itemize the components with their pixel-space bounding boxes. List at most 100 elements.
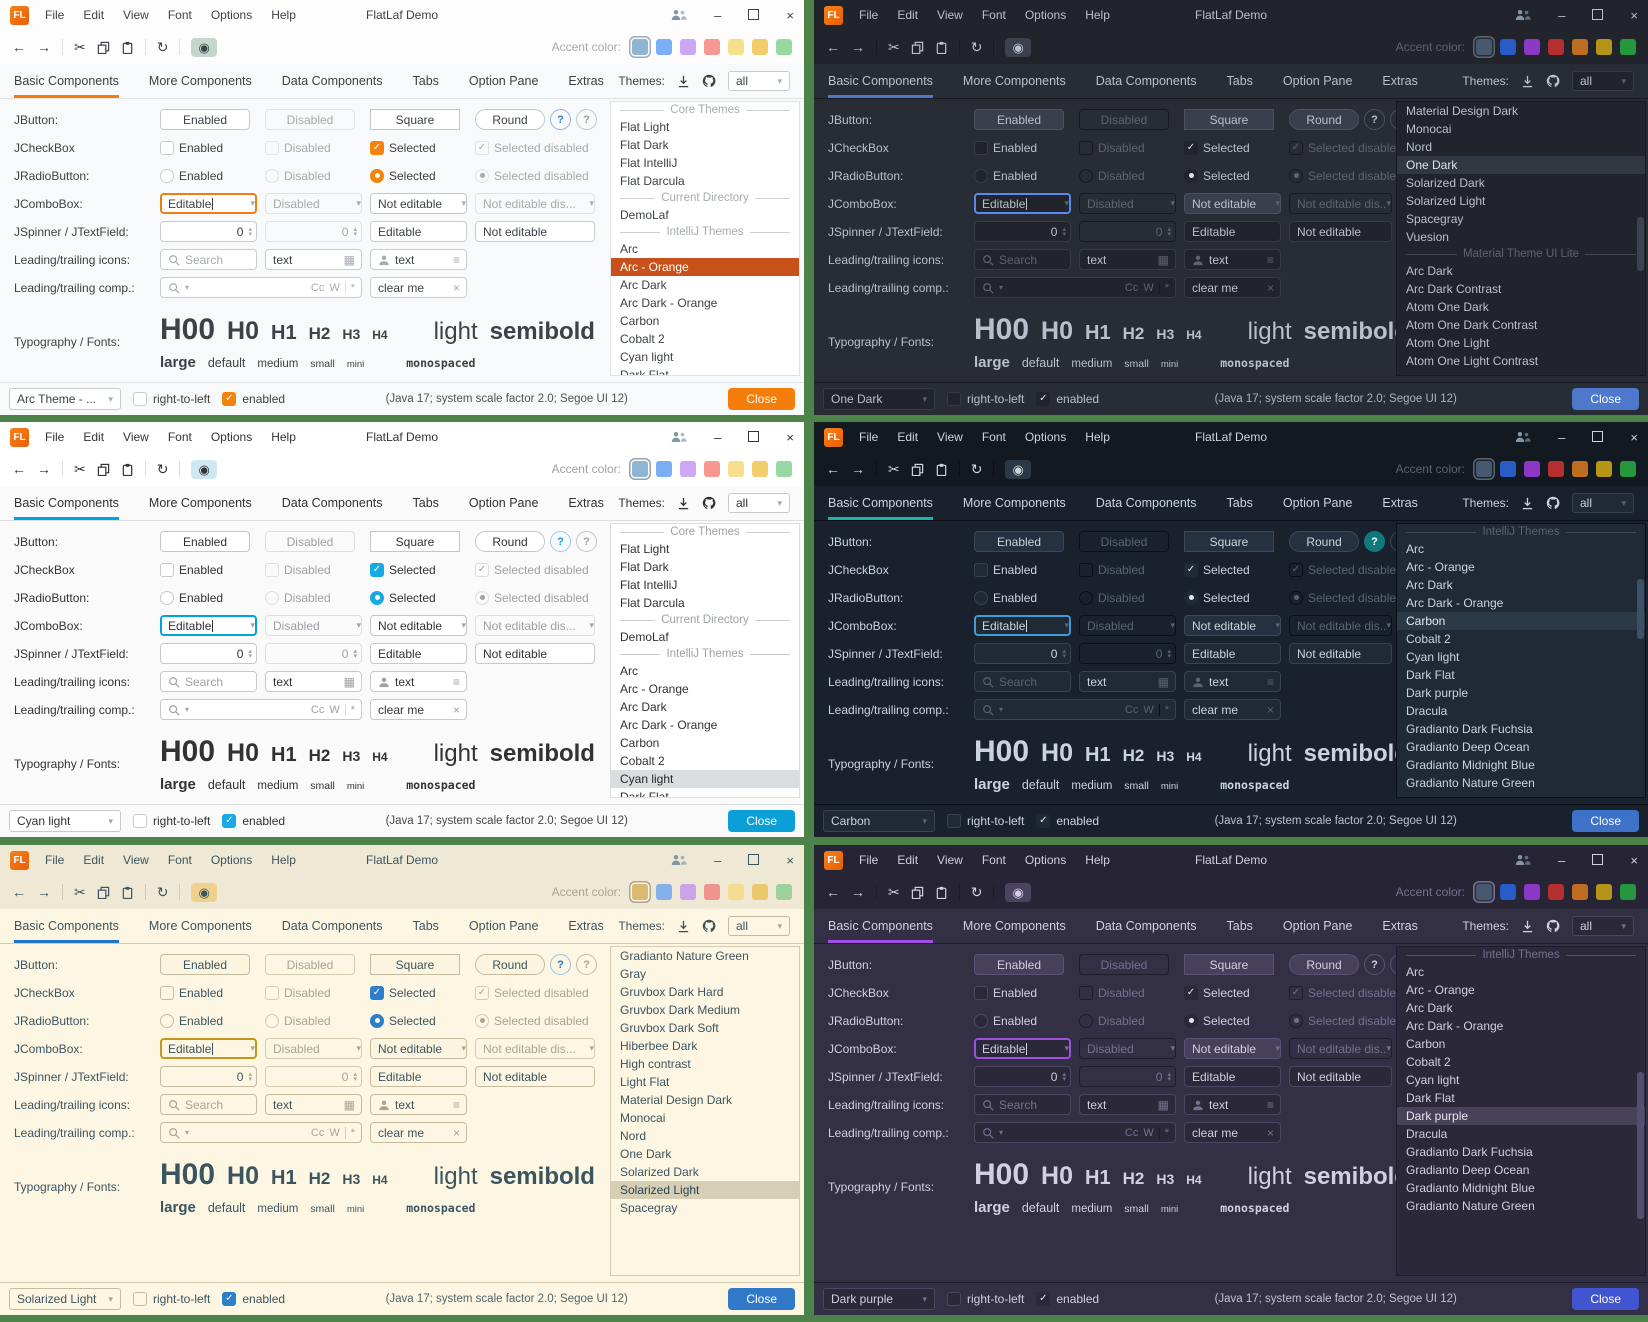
tab-basic-components[interactable]: Basic Components — [828, 909, 933, 943]
eye-toggle-icon[interactable]: ◉ — [191, 37, 217, 57]
theme-list-item[interactable]: Arc Dark — [1406, 578, 1453, 592]
accent-swatch[interactable] — [704, 884, 720, 900]
calendar-icon[interactable]: ▦ — [343, 674, 355, 689]
accent-swatch[interactable] — [1476, 461, 1492, 477]
minimize-button[interactable]: – — [1558, 429, 1566, 445]
download-icon[interactable] — [1521, 920, 1534, 933]
accent-swatch[interactable] — [1548, 461, 1564, 477]
menu-item-font[interactable]: Font — [981, 430, 1006, 444]
theme-list-item[interactable]: Arc Dark - Orange — [1406, 596, 1504, 610]
theme-list-item[interactable]: Nord — [620, 1129, 647, 1143]
minimize-button[interactable]: – — [714, 429, 722, 445]
match-case-toggle[interactable]: Cc — [1124, 281, 1139, 294]
accent-swatch[interactable] — [1596, 39, 1612, 55]
date-input[interactable]: text ▦ — [1079, 249, 1176, 270]
tab-extras[interactable]: Extras — [568, 919, 604, 933]
radio-selected[interactable] — [370, 1013, 384, 1028]
theme-list-item[interactable]: Gray — [620, 967, 647, 981]
match-case-toggle[interactable]: Cc — [310, 1126, 325, 1139]
github-icon[interactable] — [702, 919, 716, 933]
clear-icon[interactable]: × — [1266, 702, 1274, 717]
menu-item-edit[interactable]: Edit — [83, 8, 105, 22]
close-button[interactable]: Close — [1572, 1288, 1639, 1310]
theme-list-item[interactable]: Arc — [1406, 965, 1424, 979]
whole-words-toggle[interactable]: W — [1143, 1126, 1154, 1139]
menu-item-font[interactable]: Font — [167, 430, 192, 444]
theme-list-item[interactable]: Gradianto Deep Ocean — [1406, 740, 1530, 754]
theme-select[interactable]: One Dark ▾ — [823, 388, 935, 410]
minimize-button[interactable]: – — [1558, 7, 1566, 23]
right-to-left-checkbox[interactable] — [947, 392, 961, 406]
theme-list-item[interactable]: Arc Dark — [620, 700, 667, 714]
clear-me-input[interactable]: clear me × — [370, 1122, 467, 1143]
close-window-button[interactable]: × — [1630, 7, 1638, 23]
clear-me-input[interactable]: clear me × — [370, 277, 467, 298]
accent-swatch[interactable] — [1572, 461, 1588, 477]
download-icon[interactable] — [677, 497, 690, 510]
user-input[interactable]: text ≡ — [1184, 1094, 1281, 1115]
paste-icon[interactable] — [935, 41, 948, 54]
theme-list-item[interactable]: Flat Light — [620, 120, 670, 134]
theme-list-item[interactable]: Cyan light — [1406, 1073, 1460, 1087]
enabled-button[interactable]: Enabled — [160, 531, 250, 552]
checkbox-selected[interactable] — [1184, 985, 1198, 1000]
close-window-button[interactable]: × — [1630, 852, 1638, 868]
accent-swatch[interactable] — [776, 461, 792, 477]
chevron-down-icon[interactable]: ▾ — [999, 283, 1004, 292]
tab-extras[interactable]: Extras — [1382, 496, 1418, 510]
spinner-arrows-icon[interactable]: ▴ ▾ — [248, 225, 252, 238]
editable-textfield[interactable]: Editable — [1184, 643, 1281, 664]
spinner-arrows-icon[interactable]: ▴ ▾ — [1062, 1070, 1066, 1083]
menu-item-help[interactable]: Help — [271, 853, 296, 867]
tab-data-components[interactable]: Data Components — [281, 74, 383, 88]
right-to-left-checkbox[interactable] — [947, 1292, 961, 1306]
menu-item-help[interactable]: Help — [271, 8, 296, 22]
cut-icon[interactable]: ✂ — [888, 884, 900, 900]
chevron-down-icon[interactable]: ▾ — [185, 705, 190, 714]
copy-icon[interactable] — [97, 41, 110, 54]
theme-list-item[interactable]: Gradianto Dark Fuchsia — [1406, 722, 1533, 736]
spinner-arrows-icon[interactable]: ▴ ▾ — [248, 1070, 252, 1083]
paste-icon[interactable] — [935, 886, 948, 899]
tab-more-components[interactable]: More Components — [148, 74, 252, 88]
help-button[interactable]: ? — [576, 954, 597, 975]
theme-list-item[interactable]: Arc Dark - Orange — [1406, 1019, 1504, 1033]
editable-textfield[interactable]: Editable — [1184, 221, 1281, 242]
clear-me-input[interactable]: clear me × — [1184, 277, 1281, 298]
close-button[interactable]: Close — [728, 388, 795, 410]
help-button[interactable]: ? — [550, 109, 571, 130]
users-icon[interactable] — [671, 854, 687, 866]
theme-list-item[interactable]: Atom One Dark Contrast — [1406, 318, 1538, 332]
calendar-icon[interactable]: ▦ — [1157, 1097, 1169, 1112]
checkbox-selected[interactable] — [1184, 140, 1198, 155]
radio-enabled[interactable] — [160, 168, 174, 183]
maximize-button[interactable] — [1592, 8, 1604, 22]
theme-list-item[interactable]: One Dark — [620, 1147, 672, 1161]
back-icon[interactable]: ← — [826, 884, 840, 900]
whole-words-toggle[interactable]: W — [329, 703, 340, 716]
theme-list-item[interactable]: One Dark — [1397, 156, 1645, 174]
tab-more-components[interactable]: More Components — [962, 919, 1066, 933]
search-options-input[interactable]: ▾ Cc W * — [160, 1122, 362, 1143]
theme-select[interactable]: Dark purple ▾ — [823, 1288, 935, 1310]
users-icon[interactable] — [1515, 854, 1531, 866]
menu-item-view[interactable]: View — [123, 853, 149, 867]
copy-icon[interactable] — [911, 463, 924, 476]
menu-item-view[interactable]: View — [123, 430, 149, 444]
menu-item-edit[interactable]: Edit — [897, 430, 919, 444]
date-input[interactable]: text ▦ — [265, 249, 362, 270]
theme-list-item[interactable]: Solarized Dark — [620, 1165, 699, 1179]
menu-item-font[interactable]: Font — [981, 8, 1006, 22]
whole-words-toggle[interactable]: W — [1143, 281, 1154, 294]
search-input[interactable]: Search — [160, 671, 257, 692]
theme-select[interactable]: Carbon ▾ — [823, 810, 935, 832]
help-button[interactable]: ? — [550, 954, 571, 975]
menu-item-file[interactable]: File — [859, 8, 879, 22]
theme-list-item[interactable]: Flat Darcula — [620, 174, 685, 188]
chevron-down-icon[interactable]: ▾ — [185, 1128, 190, 1137]
theme-select[interactable]: Arc Theme - ... ▾ — [9, 388, 121, 410]
theme-list-item[interactable]: Gradianto Dark Fuchsia — [1406, 1145, 1533, 1159]
editable-combobox[interactable]: Editable ▾ — [974, 193, 1071, 214]
user-input[interactable]: text ≡ — [370, 249, 467, 270]
tab-extras[interactable]: Extras — [568, 496, 604, 510]
